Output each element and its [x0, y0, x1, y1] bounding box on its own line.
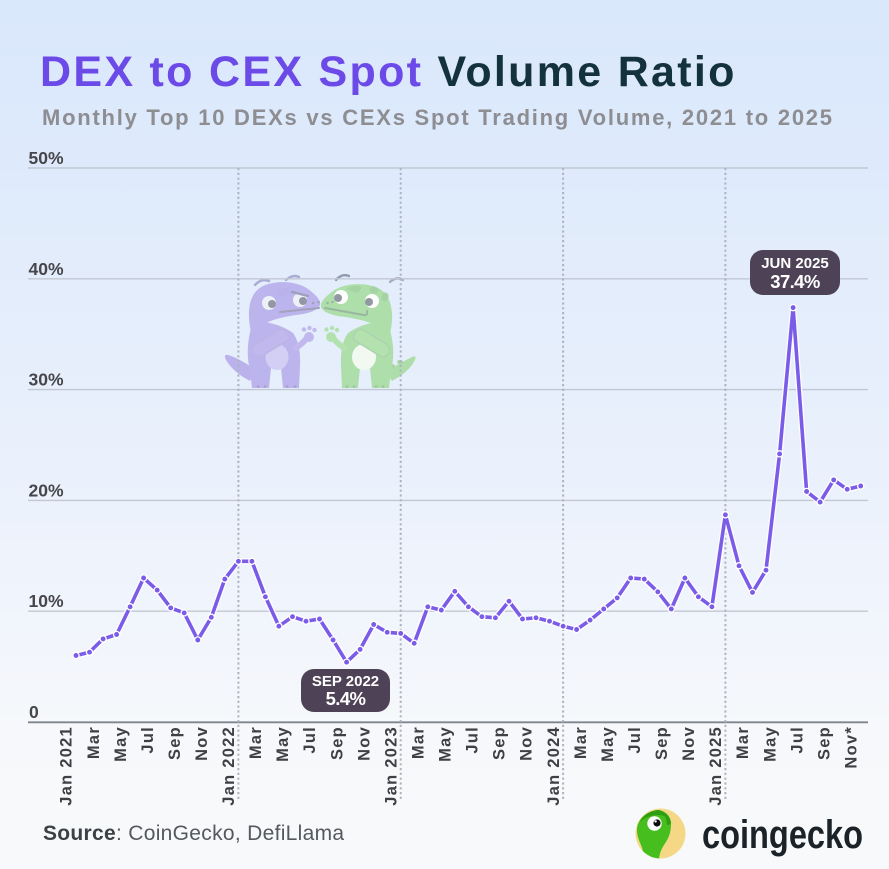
- svg-text:Sep: Sep: [328, 726, 346, 760]
- svg-text:Mar: Mar: [410, 726, 428, 759]
- svg-text:Jan 2024: Jan 2024: [545, 726, 563, 806]
- svg-text:Sep: Sep: [166, 726, 184, 760]
- svg-text:20%: 20%: [29, 480, 64, 500]
- svg-text:May: May: [274, 726, 292, 762]
- svg-text:Nov: Nov: [355, 726, 373, 761]
- svg-text:Sep: Sep: [653, 726, 671, 760]
- svg-text:50%: 50%: [29, 148, 64, 168]
- svg-text:May: May: [112, 726, 130, 762]
- svg-text:40%: 40%: [29, 259, 64, 279]
- svg-text:30%: 30%: [29, 370, 64, 390]
- svg-text:10%: 10%: [29, 591, 64, 611]
- svg-text:May: May: [761, 726, 779, 762]
- svg-text:5.4%: 5.4%: [326, 688, 366, 709]
- svg-text:SEP 2022: SEP 2022: [312, 673, 379, 690]
- svg-text:Nov: Nov: [193, 726, 211, 761]
- svg-text:Mar: Mar: [734, 726, 752, 759]
- svg-text:Sep: Sep: [491, 726, 509, 760]
- svg-text:Nov*: Nov*: [842, 726, 860, 769]
- svg-text:0: 0: [29, 702, 39, 722]
- svg-text:Mar: Mar: [572, 726, 590, 759]
- svg-text:Jan 2021: Jan 2021: [58, 726, 76, 806]
- svg-text:Jul: Jul: [464, 726, 482, 754]
- svg-text:Jul: Jul: [788, 726, 806, 754]
- svg-text:Sep: Sep: [815, 726, 833, 760]
- svg-text:Mar: Mar: [85, 726, 103, 759]
- svg-text:JUN 2025: JUN 2025: [761, 255, 829, 272]
- svg-text:May: May: [437, 726, 455, 762]
- svg-text:Jul: Jul: [301, 726, 319, 754]
- svg-text:Jul: Jul: [139, 726, 157, 754]
- svg-text:Jan 2022: Jan 2022: [220, 726, 238, 806]
- svg-text:Nov: Nov: [680, 726, 698, 761]
- svg-text:Jul: Jul: [626, 726, 644, 754]
- svg-text:Mar: Mar: [247, 726, 265, 759]
- svg-text:37.4%: 37.4%: [770, 271, 820, 292]
- svg-text:May: May: [599, 726, 617, 762]
- svg-text:Jan 2025: Jan 2025: [707, 726, 725, 806]
- svg-text:Jan 2023: Jan 2023: [382, 726, 400, 806]
- svg-text:Nov: Nov: [518, 726, 536, 761]
